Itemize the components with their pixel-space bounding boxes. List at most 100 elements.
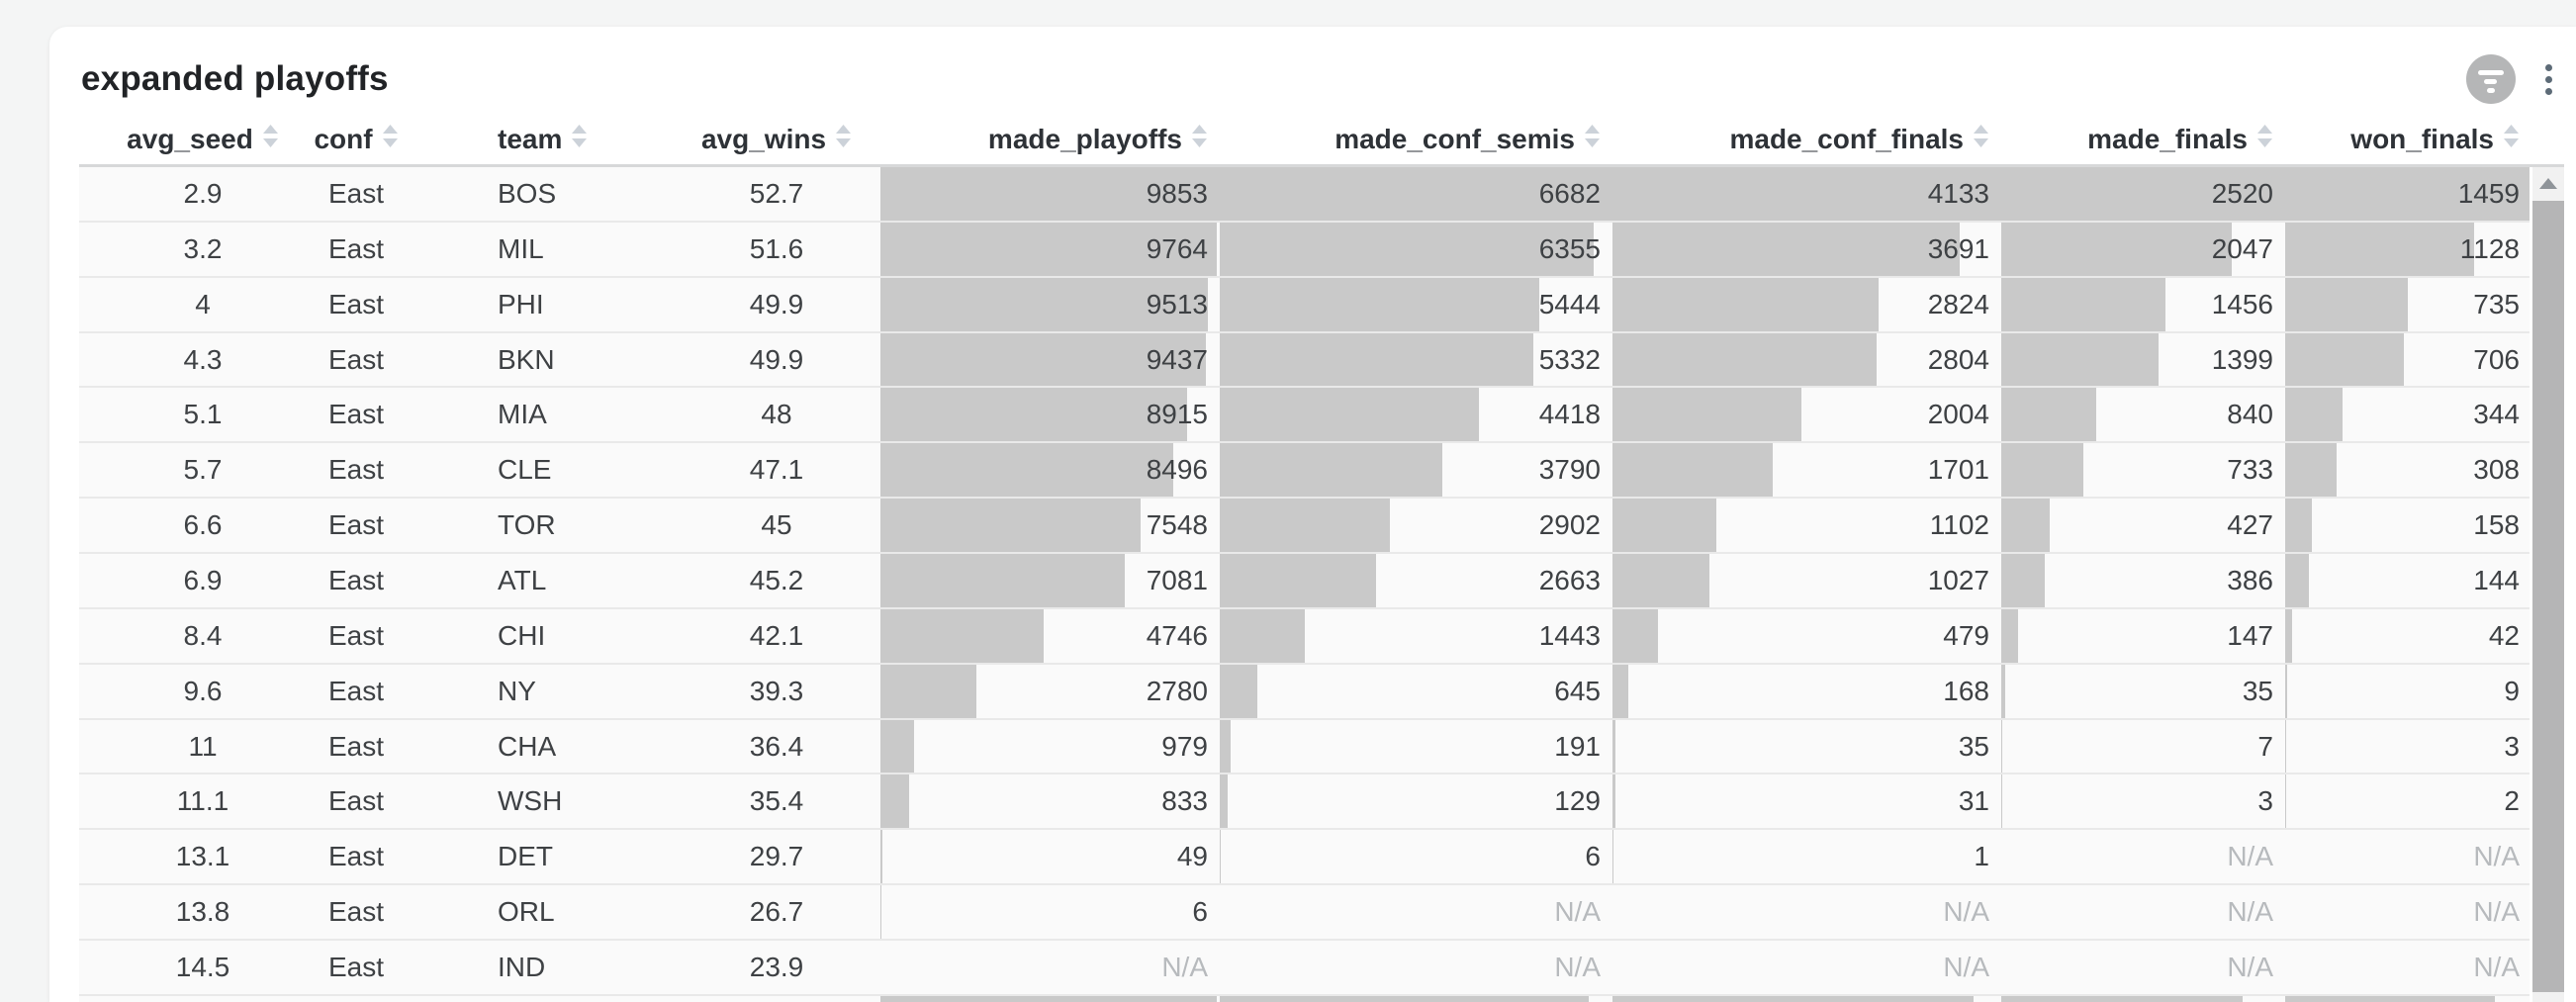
cell-value: East xyxy=(327,896,385,928)
cell-value: East xyxy=(327,399,385,430)
cell-won_finals: N/A xyxy=(2285,941,2530,994)
cell-made_playoffs: 9513 xyxy=(880,277,1220,331)
column-header-made_finals[interactable]: made_finals xyxy=(2001,115,2285,164)
cell-avg_wins: 49.9 xyxy=(633,278,880,331)
data-bar xyxy=(1612,774,1615,829)
cell-made_conf_semis: 6682 xyxy=(1220,167,1612,221)
cell-value: N/A xyxy=(2473,896,2520,928)
cell-made_conf_finals: 168 xyxy=(1612,664,2001,718)
cell-value: N/A xyxy=(1554,896,1601,928)
data-bar xyxy=(880,443,1173,498)
sort-arrows-icon xyxy=(571,124,588,156)
cell-value: 5444 xyxy=(1538,288,1601,319)
cell-value: 9 xyxy=(2504,675,2520,706)
cell-value: 29.7 xyxy=(749,841,804,872)
data-bar xyxy=(1220,995,1590,1002)
cell-value: 35 xyxy=(2242,675,2273,706)
scrollbar-thumb[interactable] xyxy=(2532,201,2564,992)
column-header-conf[interactable]: conf xyxy=(297,115,415,164)
cell-conf: East xyxy=(297,499,415,552)
cell-value: CHA xyxy=(498,730,557,762)
column-header-won_finals[interactable]: won_finals xyxy=(2285,115,2530,164)
cell-made_finals: 840 xyxy=(2001,388,2285,442)
cell-won_finals: 2 xyxy=(2285,774,2530,829)
cell-won_finals: 706 xyxy=(2285,332,2530,387)
data-bar xyxy=(2285,995,2496,1002)
data-bar xyxy=(880,277,1209,331)
column-header-made_playoffs[interactable]: made_playoffs xyxy=(880,115,1220,164)
cell-value: 8915 xyxy=(1146,399,1208,430)
cell-value: MIL xyxy=(498,232,544,264)
cell-made_finals: 2520 xyxy=(2001,167,2285,221)
cell-won_finals: 3 xyxy=(2285,719,2530,774)
cell-made_conf_semis: 129 xyxy=(1220,774,1612,829)
cell-value: 5332 xyxy=(1538,343,1601,375)
data-bar xyxy=(2001,608,2018,663)
column-header-avg_seed[interactable]: avg_seed xyxy=(79,115,297,164)
cell-value: ORL xyxy=(498,896,555,928)
cell-value: 1701 xyxy=(1927,454,1989,486)
cell-value: TOR xyxy=(498,509,556,541)
cell-value: N/A xyxy=(2473,841,2520,872)
cell-avg_seed: 2.9 xyxy=(79,167,297,221)
column-label: conf xyxy=(314,124,373,154)
cell-made_playoffs: 8496 xyxy=(880,443,1220,498)
column-header-avg_wins[interactable]: avg_wins xyxy=(633,115,880,164)
cell-value: 1443 xyxy=(1538,619,1601,651)
cell-value: 3 xyxy=(2504,730,2520,762)
cell-value: 191 xyxy=(1554,730,1601,762)
cell-value: 833 xyxy=(1161,785,1208,817)
cell-value: 9437 xyxy=(1146,343,1208,375)
column-header-team[interactable]: team xyxy=(415,115,633,164)
cell-value: 308 xyxy=(2473,454,2520,486)
cell-value: BKN xyxy=(498,343,555,375)
data-bar xyxy=(1612,554,1709,607)
cell-made_playoffs: 833 xyxy=(880,774,1220,829)
table-row: 11 East CHA 36.4 979 191 35 7 3 xyxy=(79,719,2530,775)
cell-value: 344 xyxy=(2473,399,2520,430)
cell-value: East xyxy=(327,288,385,319)
cell-made_finals: 733 xyxy=(2001,443,2285,498)
column-header-made_conf_semis[interactable]: made_conf_semis xyxy=(1220,115,1612,164)
cell-made_conf_semis: 191 xyxy=(1220,719,1612,774)
data-bar xyxy=(2285,332,2404,387)
cell-value: 1459 xyxy=(2457,177,2520,209)
header-separator xyxy=(79,164,2564,167)
sort-arrows-icon xyxy=(835,124,852,156)
table-row: 5.1 East MIA 48 8915 4418 2004 840 344 xyxy=(79,388,2530,444)
column-label: avg_wins xyxy=(700,124,827,154)
cell-value: 2004 xyxy=(1927,399,1989,430)
cell-value: 52.7 xyxy=(749,177,804,209)
data-bar xyxy=(2001,499,2050,553)
cell-value: East xyxy=(327,509,385,541)
data-bar xyxy=(2001,554,2045,607)
column-header-made_conf_finals[interactable]: made_conf_finals xyxy=(1612,115,2001,164)
cell-value: East xyxy=(327,619,385,651)
data-bar xyxy=(1612,332,1877,387)
vertical-scrollbar[interactable] xyxy=(2532,167,2564,1002)
cell-made_conf_semis: 645 xyxy=(1220,664,1612,718)
scroll-up-button[interactable] xyxy=(2532,167,2564,199)
cell-value: 735 xyxy=(2473,288,2520,319)
cell-avg_seed: 5.1 xyxy=(79,388,297,441)
cell-value: 6 xyxy=(1585,841,1601,872)
cell-team: TOR xyxy=(415,499,633,552)
filter-button[interactable] xyxy=(2466,54,2516,104)
cell-value: 42 xyxy=(2488,619,2520,651)
cell-made_conf_finals: 35 xyxy=(1612,719,2001,774)
data-bar xyxy=(1220,167,1612,221)
table-header-row: avg_seed conf team avg_wins made_playoffs mad… xyxy=(79,115,2530,164)
cell-made_conf_semis: 5332 xyxy=(1220,332,1612,387)
cell-value: 979 xyxy=(1161,730,1208,762)
data-bar xyxy=(1612,664,1628,718)
data-bar xyxy=(1220,664,1258,718)
cell-team: CHI xyxy=(415,609,633,663)
cell-team: PHI xyxy=(415,278,633,331)
cell-avg_seed: 3.2 xyxy=(79,223,297,276)
cell-value: 31 xyxy=(1958,785,1989,817)
cell-value: 144 xyxy=(2473,564,2520,595)
partial-table-row xyxy=(79,995,2530,1002)
more-options-button[interactable] xyxy=(2535,55,2561,103)
cell-value: East xyxy=(327,675,385,706)
